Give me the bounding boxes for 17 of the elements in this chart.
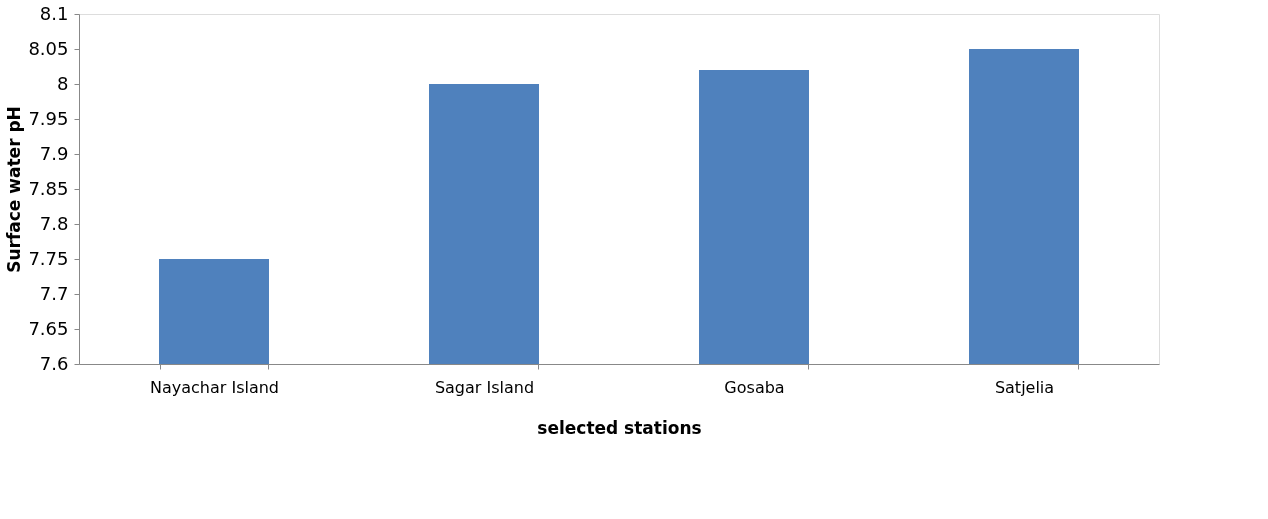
y-tick-label: 7.65 [28, 317, 69, 339]
x-tick-label: Sagar Island [434, 377, 535, 397]
y-tick-label: 7.6 [39, 352, 69, 374]
x-tick-label: Gosaba [724, 377, 785, 397]
y-tick-label: 7.9 [39, 142, 69, 164]
y-tick-label: 8 [57, 72, 69, 94]
y-tick-label: 8.1 [39, 2, 69, 24]
y-tick-label: 7.75 [28, 247, 69, 269]
y-tick-label: 7.85 [28, 177, 69, 199]
x-axis-title: selected stations [537, 417, 702, 438]
y-tick-label: 7.8 [39, 212, 69, 234]
y-axis-title: Surface water pH [4, 106, 25, 273]
x-tick-label: Nayachar Island [149, 377, 280, 397]
y-tick-label: 7.7 [39, 282, 69, 304]
x-tick-label: Satjelia [994, 377, 1055, 397]
y-tick-label: 7.95 [28, 107, 69, 129]
y-tick-label: 8.05 [28, 37, 69, 59]
